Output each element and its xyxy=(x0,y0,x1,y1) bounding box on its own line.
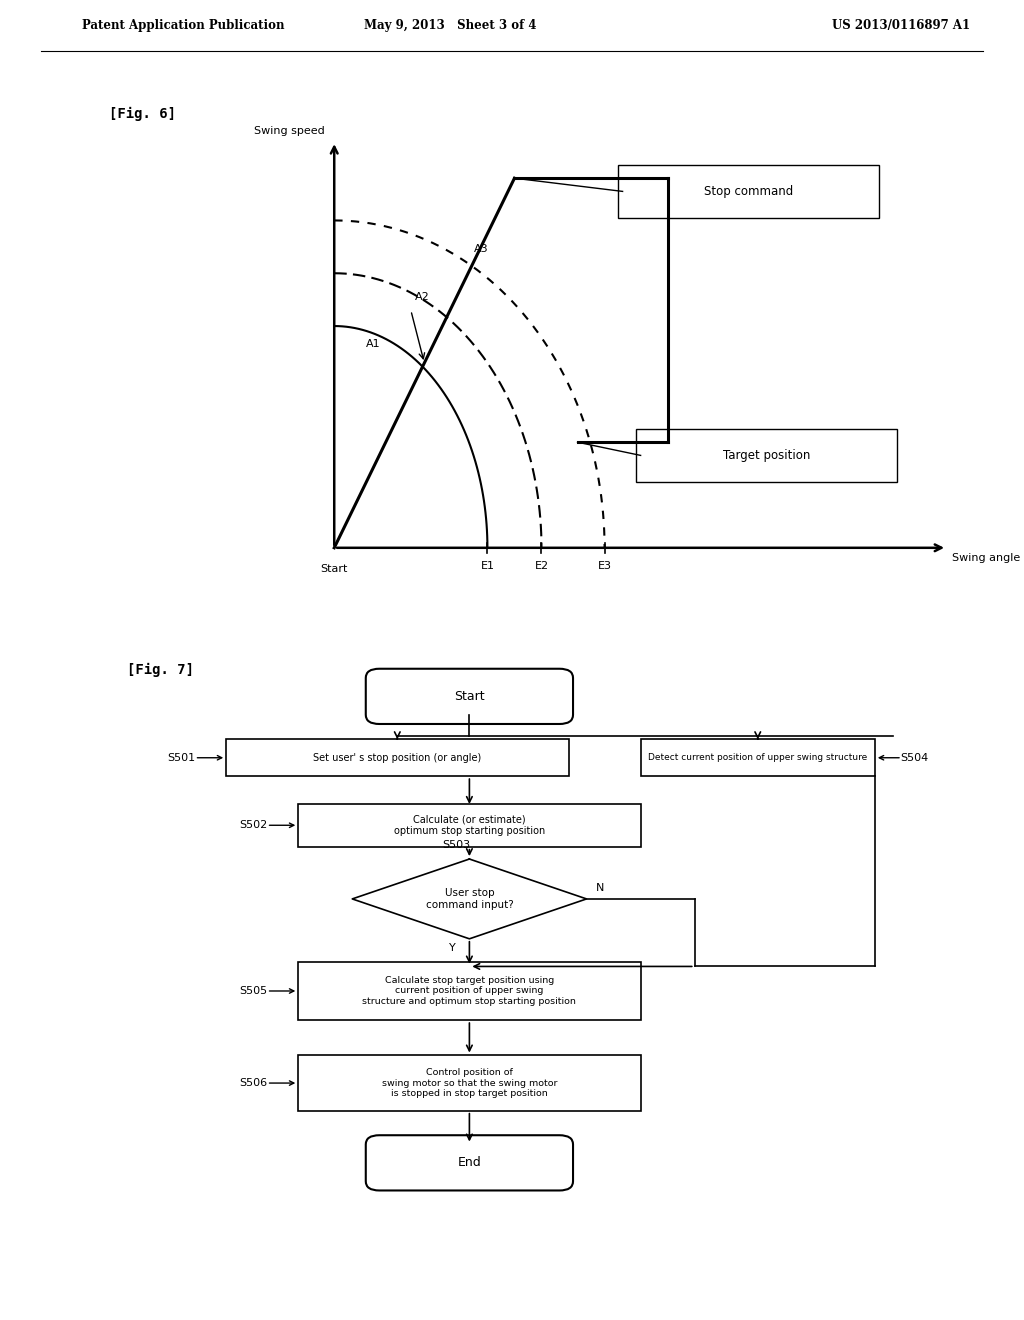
Text: Calculate (or estimate)
optimum stop starting position: Calculate (or estimate) optimum stop sta… xyxy=(394,814,545,836)
Text: S506: S506 xyxy=(240,1078,267,1088)
FancyBboxPatch shape xyxy=(298,962,641,1020)
Text: S501: S501 xyxy=(168,752,196,763)
FancyBboxPatch shape xyxy=(226,739,568,776)
Text: A2: A2 xyxy=(416,292,430,302)
Text: S504: S504 xyxy=(901,752,929,763)
Text: Swing angle: Swing angle xyxy=(951,553,1020,564)
Text: User stop
command input?: User stop command input? xyxy=(426,888,513,909)
Text: E2: E2 xyxy=(535,561,549,572)
FancyBboxPatch shape xyxy=(618,165,880,218)
Text: A3: A3 xyxy=(474,244,488,255)
Text: May 9, 2013   Sheet 3 of 4: May 9, 2013 Sheet 3 of 4 xyxy=(365,18,537,32)
Text: End: End xyxy=(458,1156,481,1170)
Text: Set user' s stop position (or angle): Set user' s stop position (or angle) xyxy=(313,752,481,763)
Text: Start: Start xyxy=(321,564,348,574)
FancyBboxPatch shape xyxy=(298,1056,641,1110)
Text: A1: A1 xyxy=(366,339,380,350)
Text: Start: Start xyxy=(454,690,484,702)
Text: S505: S505 xyxy=(240,986,267,997)
Text: Detect current position of upper swing structure: Detect current position of upper swing s… xyxy=(648,754,867,762)
Text: [Fig. 7]: [Fig. 7] xyxy=(127,663,194,677)
Text: Stop command: Stop command xyxy=(705,185,794,198)
Text: Target position: Target position xyxy=(723,449,810,462)
Text: Y: Y xyxy=(450,942,456,953)
FancyBboxPatch shape xyxy=(641,739,874,776)
Text: Patent Application Publication: Patent Application Publication xyxy=(82,18,285,32)
Text: S503: S503 xyxy=(442,840,470,850)
Text: [Fig. 6]: [Fig. 6] xyxy=(109,107,176,121)
Text: N: N xyxy=(596,883,604,892)
Polygon shape xyxy=(352,859,587,939)
Text: US 2013/0116897 A1: US 2013/0116897 A1 xyxy=(833,18,970,32)
Text: Swing speed: Swing speed xyxy=(255,125,326,136)
Text: S502: S502 xyxy=(240,820,268,830)
Text: Control position of
swing motor so that the swing motor
is stopped in stop targe: Control position of swing motor so that … xyxy=(382,1068,557,1098)
FancyBboxPatch shape xyxy=(636,429,897,482)
FancyBboxPatch shape xyxy=(366,669,573,723)
Text: E3: E3 xyxy=(598,561,611,572)
Text: E1: E1 xyxy=(480,561,495,572)
Text: Calculate stop target position using
current position of upper swing
structure a: Calculate stop target position using cur… xyxy=(362,975,577,1006)
FancyBboxPatch shape xyxy=(366,1135,573,1191)
FancyBboxPatch shape xyxy=(298,804,641,846)
